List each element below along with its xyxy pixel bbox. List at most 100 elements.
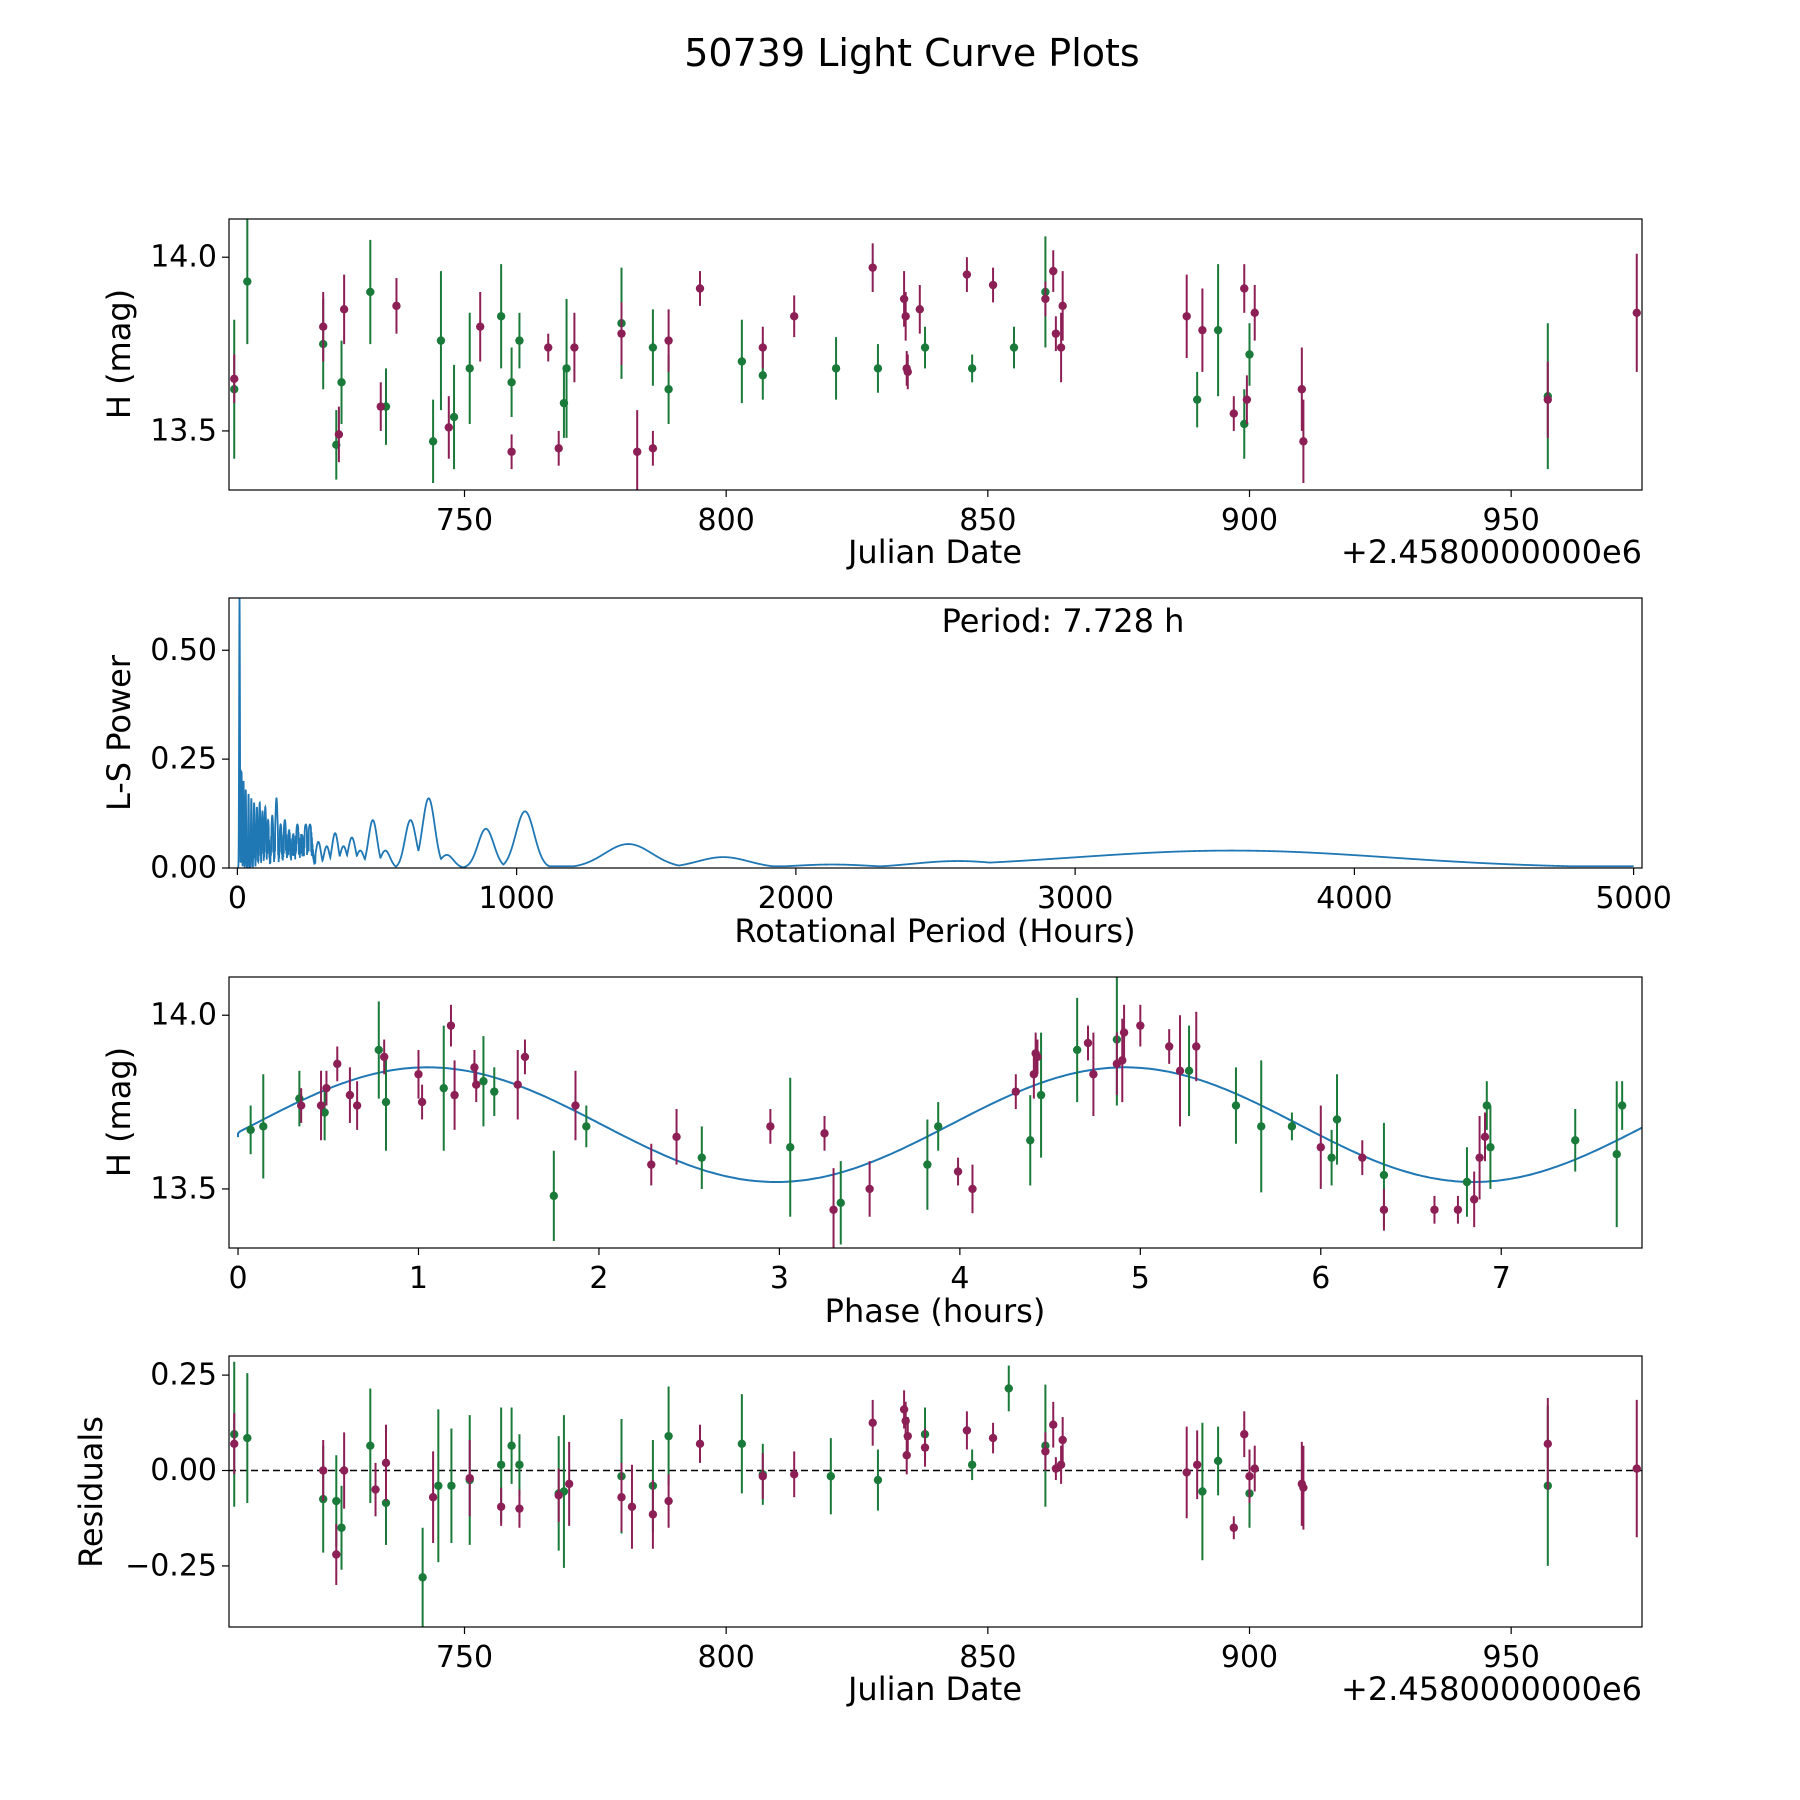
data-point-magenta [617, 1493, 626, 1502]
data-point-green [515, 336, 524, 345]
y-tick-label: 13.5 [150, 413, 217, 448]
data-point-green [562, 364, 571, 373]
data-point-green [434, 1481, 443, 1490]
data-point-magenta [520, 1052, 530, 1062]
data-point-magenta [544, 343, 553, 352]
data-point-green [1571, 1136, 1580, 1145]
data-point-magenta [470, 1063, 479, 1072]
data-point-green [381, 1498, 391, 1508]
data-point-magenta [1011, 1087, 1021, 1096]
data-point-magenta [1175, 1066, 1185, 1076]
data-point-magenta [664, 1496, 673, 1506]
y-tick-label: 14.0 [150, 240, 217, 275]
data-point-magenta [1182, 312, 1191, 321]
data-point-green [418, 1573, 427, 1582]
data-point-green [920, 343, 930, 352]
data-point-green [243, 277, 252, 286]
data-point-magenta [899, 294, 909, 304]
data-point-magenta [1058, 1435, 1067, 1445]
data-point-magenta [766, 1122, 775, 1131]
data-point-green [1009, 343, 1019, 352]
data-point-magenta [316, 1101, 326, 1110]
period-annotation: Period: 7.728 h [942, 602, 1185, 640]
data-point-magenta [1119, 1028, 1129, 1037]
x-tick-label: 6 [1311, 1261, 1330, 1296]
data-point-magenta [465, 1473, 474, 1483]
phasefold-x-ticks: 0 1 2 3 4 5 6 7 [228, 1248, 1511, 1296]
data-point-green [1332, 1115, 1342, 1124]
lightcurve-panel: 13.5 14.0 750 800 850 900 950 Julian Date H (… [100, 218, 1643, 571]
data-point-magenta [968, 1184, 977, 1194]
data-point-green [664, 1431, 673, 1441]
data-point-green [332, 1496, 341, 1506]
data-point-magenta [1051, 329, 1061, 338]
data-point-magenta [570, 343, 579, 352]
data-point-green [1617, 1101, 1627, 1110]
lightcurve-x-ticks: 750 800 850 900 950 [436, 490, 1540, 538]
periodogram-line [237, 598, 1634, 868]
phasefold-y-label: H (mag) [100, 1047, 138, 1177]
x-tick-label: 0 [228, 1261, 247, 1296]
data-point-green [1327, 1153, 1336, 1162]
data-point-green [320, 1108, 329, 1117]
data-point-magenta [417, 1097, 427, 1107]
data-point-green [436, 336, 446, 345]
data-point-magenta [1358, 1153, 1367, 1162]
data-point-magenta [647, 1160, 656, 1169]
data-point-magenta [1089, 1070, 1098, 1079]
data-point-green [1231, 1101, 1241, 1110]
y-tick-label: 0.25 [150, 1358, 217, 1393]
data-point-green [381, 1097, 391, 1107]
periodogram-axes-frame [228, 597, 1643, 869]
x-tick-label: 750 [436, 1640, 493, 1675]
x-tick-label: 3 [770, 1261, 789, 1296]
data-point-magenta [352, 1101, 362, 1110]
model-curve [237, 1066, 1642, 1183]
data-point-green [1486, 1143, 1495, 1152]
data-point-magenta [296, 1101, 306, 1110]
data-point-magenta [790, 1470, 799, 1479]
data-point-green [246, 1125, 255, 1135]
data-point-magenta [1543, 1439, 1553, 1448]
data-point-magenta [319, 322, 328, 331]
x-tick-label: 1000 [478, 881, 554, 916]
data-point-magenta [1229, 409, 1239, 418]
data-point-green [1192, 395, 1202, 404]
data-point-magenta [507, 447, 516, 456]
data-point-magenta [1543, 395, 1553, 404]
data-point-magenta [1198, 325, 1207, 335]
data-point-magenta [446, 1021, 456, 1030]
data-point-magenta [1182, 1468, 1191, 1477]
data-point-magenta [1192, 1460, 1202, 1469]
data-point-green [1245, 350, 1254, 359]
data-point-green [1198, 1487, 1207, 1496]
data-point-magenta [633, 447, 642, 456]
data-point-green [1612, 1149, 1621, 1159]
data-point-magenta [865, 1184, 874, 1194]
data-point-green [1036, 1090, 1046, 1100]
data-point-green [697, 1153, 707, 1162]
data-point-green [934, 1122, 943, 1131]
data-point-magenta [515, 1504, 524, 1513]
y-tick-label: 0.00 [150, 851, 217, 886]
data-point-magenta [627, 1502, 637, 1511]
residuals-y-label: Residuals [72, 1416, 110, 1568]
data-point-green [967, 364, 977, 373]
data-point-green [1213, 325, 1223, 335]
data-point-green [374, 1045, 383, 1055]
data-point-magenta [1469, 1195, 1479, 1204]
data-point-magenta [571, 1101, 580, 1110]
data-point-green [496, 1460, 506, 1469]
x-tick-label: 800 [698, 1640, 755, 1675]
data-point-magenta [1379, 1205, 1389, 1214]
data-point-magenta [564, 1479, 574, 1489]
data-point-magenta [444, 423, 453, 432]
data-point-green [1287, 1122, 1297, 1131]
data-point-magenta [319, 1466, 328, 1475]
data-point-green [923, 1160, 932, 1169]
periodogram-x-ticks: 0 1000 2000 3000 4000 5000 [228, 868, 1672, 916]
data-point-magenta [476, 322, 485, 331]
data-point-green [515, 1460, 524, 1469]
data-point-magenta [902, 1451, 911, 1460]
data-point-green [758, 371, 767, 380]
